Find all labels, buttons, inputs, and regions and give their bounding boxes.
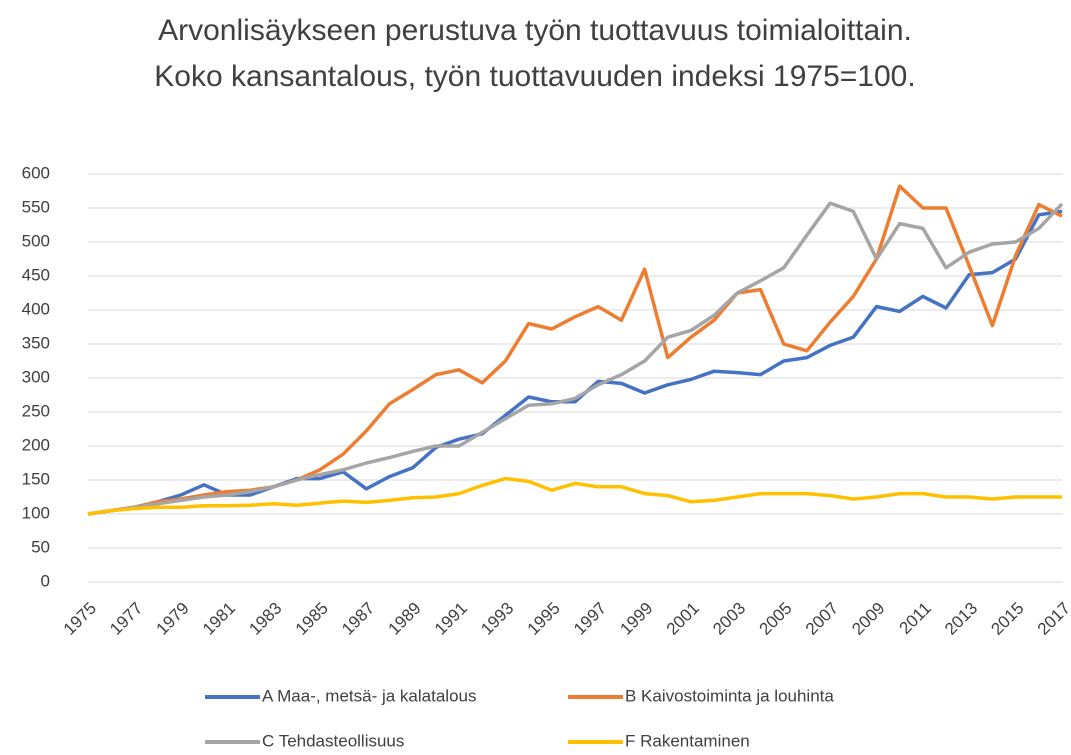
x-tick-label: 1991 [431, 599, 471, 639]
series-line [87, 201, 1064, 516]
x-tick-label: 1979 [153, 599, 193, 639]
y-tick-label: 450 [22, 265, 50, 284]
y-tick-label: 0 [41, 571, 50, 590]
x-tick-label: 1997 [570, 599, 610, 639]
y-tick-label: 100 [22, 503, 50, 522]
x-tick-label: 1989 [384, 599, 424, 639]
series-line [87, 476, 1062, 516]
x-tick-label: 2015 [987, 599, 1027, 639]
x-tick-label: 1993 [477, 599, 517, 639]
x-tick-label: 1975 [60, 599, 100, 639]
x-tick-label: 1977 [106, 599, 146, 639]
y-tick-label: 150 [22, 469, 50, 488]
x-tick-label: 1985 [292, 599, 332, 639]
x-tick-label: 2013 [941, 599, 981, 639]
x-tick-label: 1995 [524, 599, 564, 639]
legend-label: F Rakentaminen [625, 731, 750, 750]
y-tick-label: 300 [22, 367, 50, 386]
y-tick-label: 400 [22, 299, 50, 318]
x-tick-label: 2017 [1034, 599, 1071, 639]
series-line [87, 209, 1063, 516]
x-tick-label: 2001 [663, 599, 703, 639]
y-tick-label: 200 [22, 435, 50, 454]
x-tick-label: 2009 [848, 599, 888, 639]
x-tick-label: 1999 [616, 599, 656, 639]
y-tick-label: 50 [31, 537, 50, 556]
y-tick-label: 600 [22, 163, 50, 182]
x-tick-label: 1983 [245, 599, 285, 639]
x-tick-label: 1981 [199, 599, 239, 639]
y-tick-label: 550 [22, 197, 50, 216]
x-tick-label: 2007 [802, 599, 842, 639]
chart-title: Arvonlisäykseen perustuva työn tuottavuu… [154, 14, 916, 93]
x-tick-label: 2005 [756, 599, 796, 639]
series-line [87, 184, 1063, 516]
legend-label: B Kaivostoiminta ja louhinta [625, 686, 834, 705]
x-tick-label: 2011 [896, 599, 935, 638]
x-tick-label: 2003 [709, 599, 749, 639]
legend-label: A Maa-, metsä- ja kalatalous [262, 686, 476, 705]
x-tick-label: 1987 [338, 599, 378, 639]
y-tick-label: 350 [22, 333, 50, 352]
legend-label: C Tehdasteollisuus [262, 731, 404, 750]
y-tick-label: 250 [22, 401, 50, 420]
y-tick-label: 500 [22, 231, 50, 250]
